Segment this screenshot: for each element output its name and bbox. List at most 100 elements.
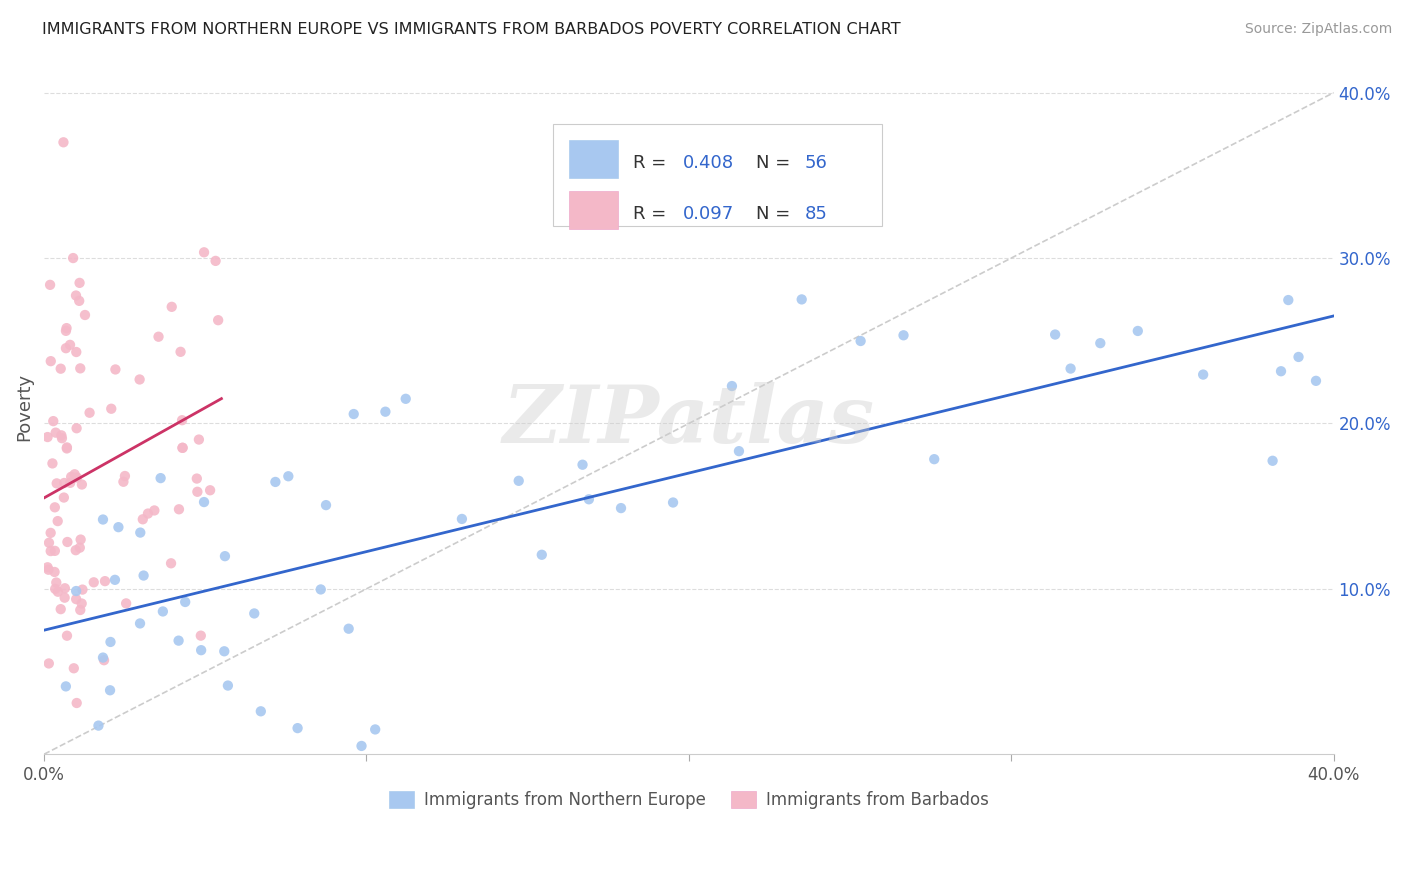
Point: [45, 425, 67, 440]
Point: [198, 483, 221, 498]
Point: [69, 603, 91, 617]
Point: [56, 535, 79, 549]
Point: [104, 362, 127, 376]
Bar: [569, 140, 619, 178]
Point: [39, 277, 62, 292]
Point: [53, 591, 76, 605]
Point: [132, 568, 155, 582]
Point: [160, 556, 183, 570]
Point: [193, 245, 215, 260]
Point: [59, 338, 82, 352]
Point: [63, 467, 86, 482]
Point: [169, 344, 191, 359]
Text: Source: ZipAtlas.com: Source: ZipAtlas.com: [1244, 22, 1392, 37]
Point: [578, 492, 600, 507]
Point: [72, 582, 94, 597]
Point: [172, 441, 194, 455]
Point: [250, 704, 273, 718]
Point: [112, 475, 135, 489]
Point: [217, 679, 239, 693]
Point: [174, 595, 197, 609]
Point: [922, 452, 945, 467]
Point: [1305, 374, 1327, 388]
Point: [46, 584, 69, 599]
Point: [63, 661, 86, 675]
Point: [69, 276, 91, 290]
Point: [598, 193, 620, 207]
Text: ZIPatlas: ZIPatlas: [503, 382, 875, 459]
Point: [87, 718, 110, 732]
Point: [37, 430, 59, 444]
Text: IMMIGRANTS FROM NORTHERN EUROPE VS IMMIGRANTS FROM BARBADOS POVERTY CORRELATION : IMMIGRANTS FROM NORTHERN EUROPE VS IMMIG…: [42, 22, 901, 37]
Point: [39, 525, 62, 540]
Point: [350, 739, 373, 753]
Point: [128, 372, 150, 386]
Point: [65, 592, 87, 607]
Point: [46, 514, 69, 528]
Point: [721, 379, 744, 393]
Point: [45, 476, 67, 491]
Point: [315, 498, 337, 512]
Point: [132, 512, 155, 526]
Point: [1090, 336, 1112, 351]
Point: [41, 457, 63, 471]
Point: [136, 507, 159, 521]
Point: [83, 575, 105, 590]
Text: 0.408: 0.408: [682, 153, 734, 171]
Point: [204, 253, 226, 268]
Point: [49, 602, 72, 616]
Point: [172, 441, 194, 455]
Point: [1059, 361, 1081, 376]
Point: [214, 549, 236, 564]
Point: [187, 433, 209, 447]
Point: [100, 635, 122, 649]
Point: [62, 251, 84, 265]
Point: [60, 470, 83, 484]
Point: [167, 502, 190, 516]
Point: [148, 329, 170, 343]
Point: [39, 544, 62, 558]
Point: [1043, 327, 1066, 342]
Point: [73, 308, 96, 322]
Point: [186, 472, 208, 486]
Point: [287, 721, 309, 735]
Point: [45, 575, 67, 590]
Point: [152, 604, 174, 618]
Point: [51, 431, 73, 445]
Point: [93, 653, 115, 667]
Point: [114, 469, 136, 483]
Point: [571, 458, 593, 472]
Point: [214, 644, 236, 658]
Point: [849, 334, 872, 348]
Point: [38, 657, 60, 671]
Point: [37, 560, 59, 574]
Point: [530, 548, 553, 562]
Point: [115, 596, 138, 610]
Text: R =: R =: [634, 205, 672, 223]
Point: [66, 470, 89, 484]
Point: [1192, 368, 1215, 382]
Point: [39, 354, 62, 368]
Point: [91, 650, 114, 665]
Point: [790, 293, 813, 307]
Point: [51, 428, 73, 442]
Point: [91, 512, 114, 526]
Point: [1277, 293, 1299, 307]
Point: [1288, 350, 1310, 364]
Point: [67, 293, 90, 308]
Point: [343, 407, 366, 421]
Point: [55, 341, 77, 355]
Point: [44, 544, 66, 558]
Point: [662, 495, 685, 509]
Point: [186, 484, 208, 499]
Bar: [569, 191, 619, 229]
Text: 0.097: 0.097: [682, 205, 734, 223]
Point: [1270, 364, 1292, 378]
Text: N =: N =: [756, 205, 796, 223]
Point: [65, 288, 87, 302]
Point: [243, 607, 266, 621]
Point: [610, 501, 633, 516]
Legend: Immigrants from Northern Europe, Immigrants from Barbados: Immigrants from Northern Europe, Immigra…: [382, 784, 995, 815]
Point: [107, 520, 129, 534]
Point: [70, 597, 93, 611]
